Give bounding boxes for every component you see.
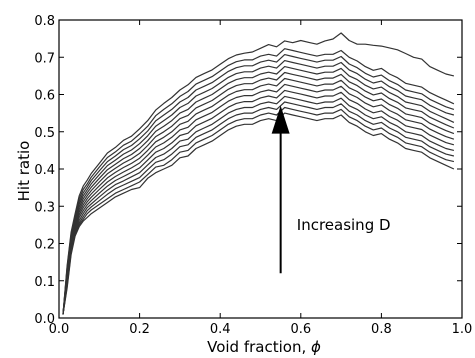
y-tick-label: 0.6 bbox=[34, 89, 55, 104]
y-axis-label: Hit ratio bbox=[15, 141, 33, 202]
series-line-10 bbox=[62, 59, 455, 315]
series-line-4 bbox=[62, 95, 455, 315]
series-line-3 bbox=[62, 101, 455, 315]
series-line-13 bbox=[62, 32, 455, 315]
series-line-5 bbox=[62, 89, 455, 315]
x-tick-label: 0.0 bbox=[49, 322, 70, 337]
series-line-1 bbox=[62, 112, 455, 315]
y-tick-label: 0.8 bbox=[34, 14, 55, 29]
series-line-2 bbox=[62, 106, 455, 315]
annotation-text: Increasing D bbox=[297, 216, 391, 234]
x-tick-label: 0.6 bbox=[290, 322, 311, 337]
series-line-7 bbox=[62, 77, 455, 315]
y-tick-label: 0.5 bbox=[34, 126, 55, 141]
annotation-layer: Increasing D bbox=[271, 105, 391, 274]
series-line-6 bbox=[62, 83, 455, 315]
plot-frame bbox=[58, 19, 463, 319]
annotation-arrow-head bbox=[271, 105, 290, 134]
y-tick-label: 0.0 bbox=[34, 312, 55, 327]
x-tick-label: 0.4 bbox=[210, 322, 231, 337]
series-layer bbox=[62, 32, 455, 315]
ticks-layer: 0.0 0.2 0.4 0.6 0.8 1.0 0.0 0.1 0.2 0.3 0.4 0.5 0.6 0… bbox=[34, 14, 472, 337]
y-tick-label: 0.4 bbox=[34, 163, 55, 178]
y-tick-label: 0.7 bbox=[34, 51, 55, 66]
x-tick-label: 0.8 bbox=[371, 322, 392, 337]
x-axis-label: Void fraction, ϕ bbox=[207, 338, 321, 356]
series-line-11 bbox=[62, 53, 455, 315]
y-tick-label: 0.2 bbox=[34, 238, 55, 253]
y-tick-label: 0.1 bbox=[34, 275, 55, 290]
y-tick-label: 0.3 bbox=[34, 200, 55, 215]
x-tick-label: 0.2 bbox=[129, 322, 150, 337]
x-tick-label: 1.0 bbox=[452, 322, 473, 337]
series-line-12 bbox=[62, 48, 455, 315]
series-line-9 bbox=[62, 65, 455, 315]
series-line-8 bbox=[62, 71, 455, 315]
